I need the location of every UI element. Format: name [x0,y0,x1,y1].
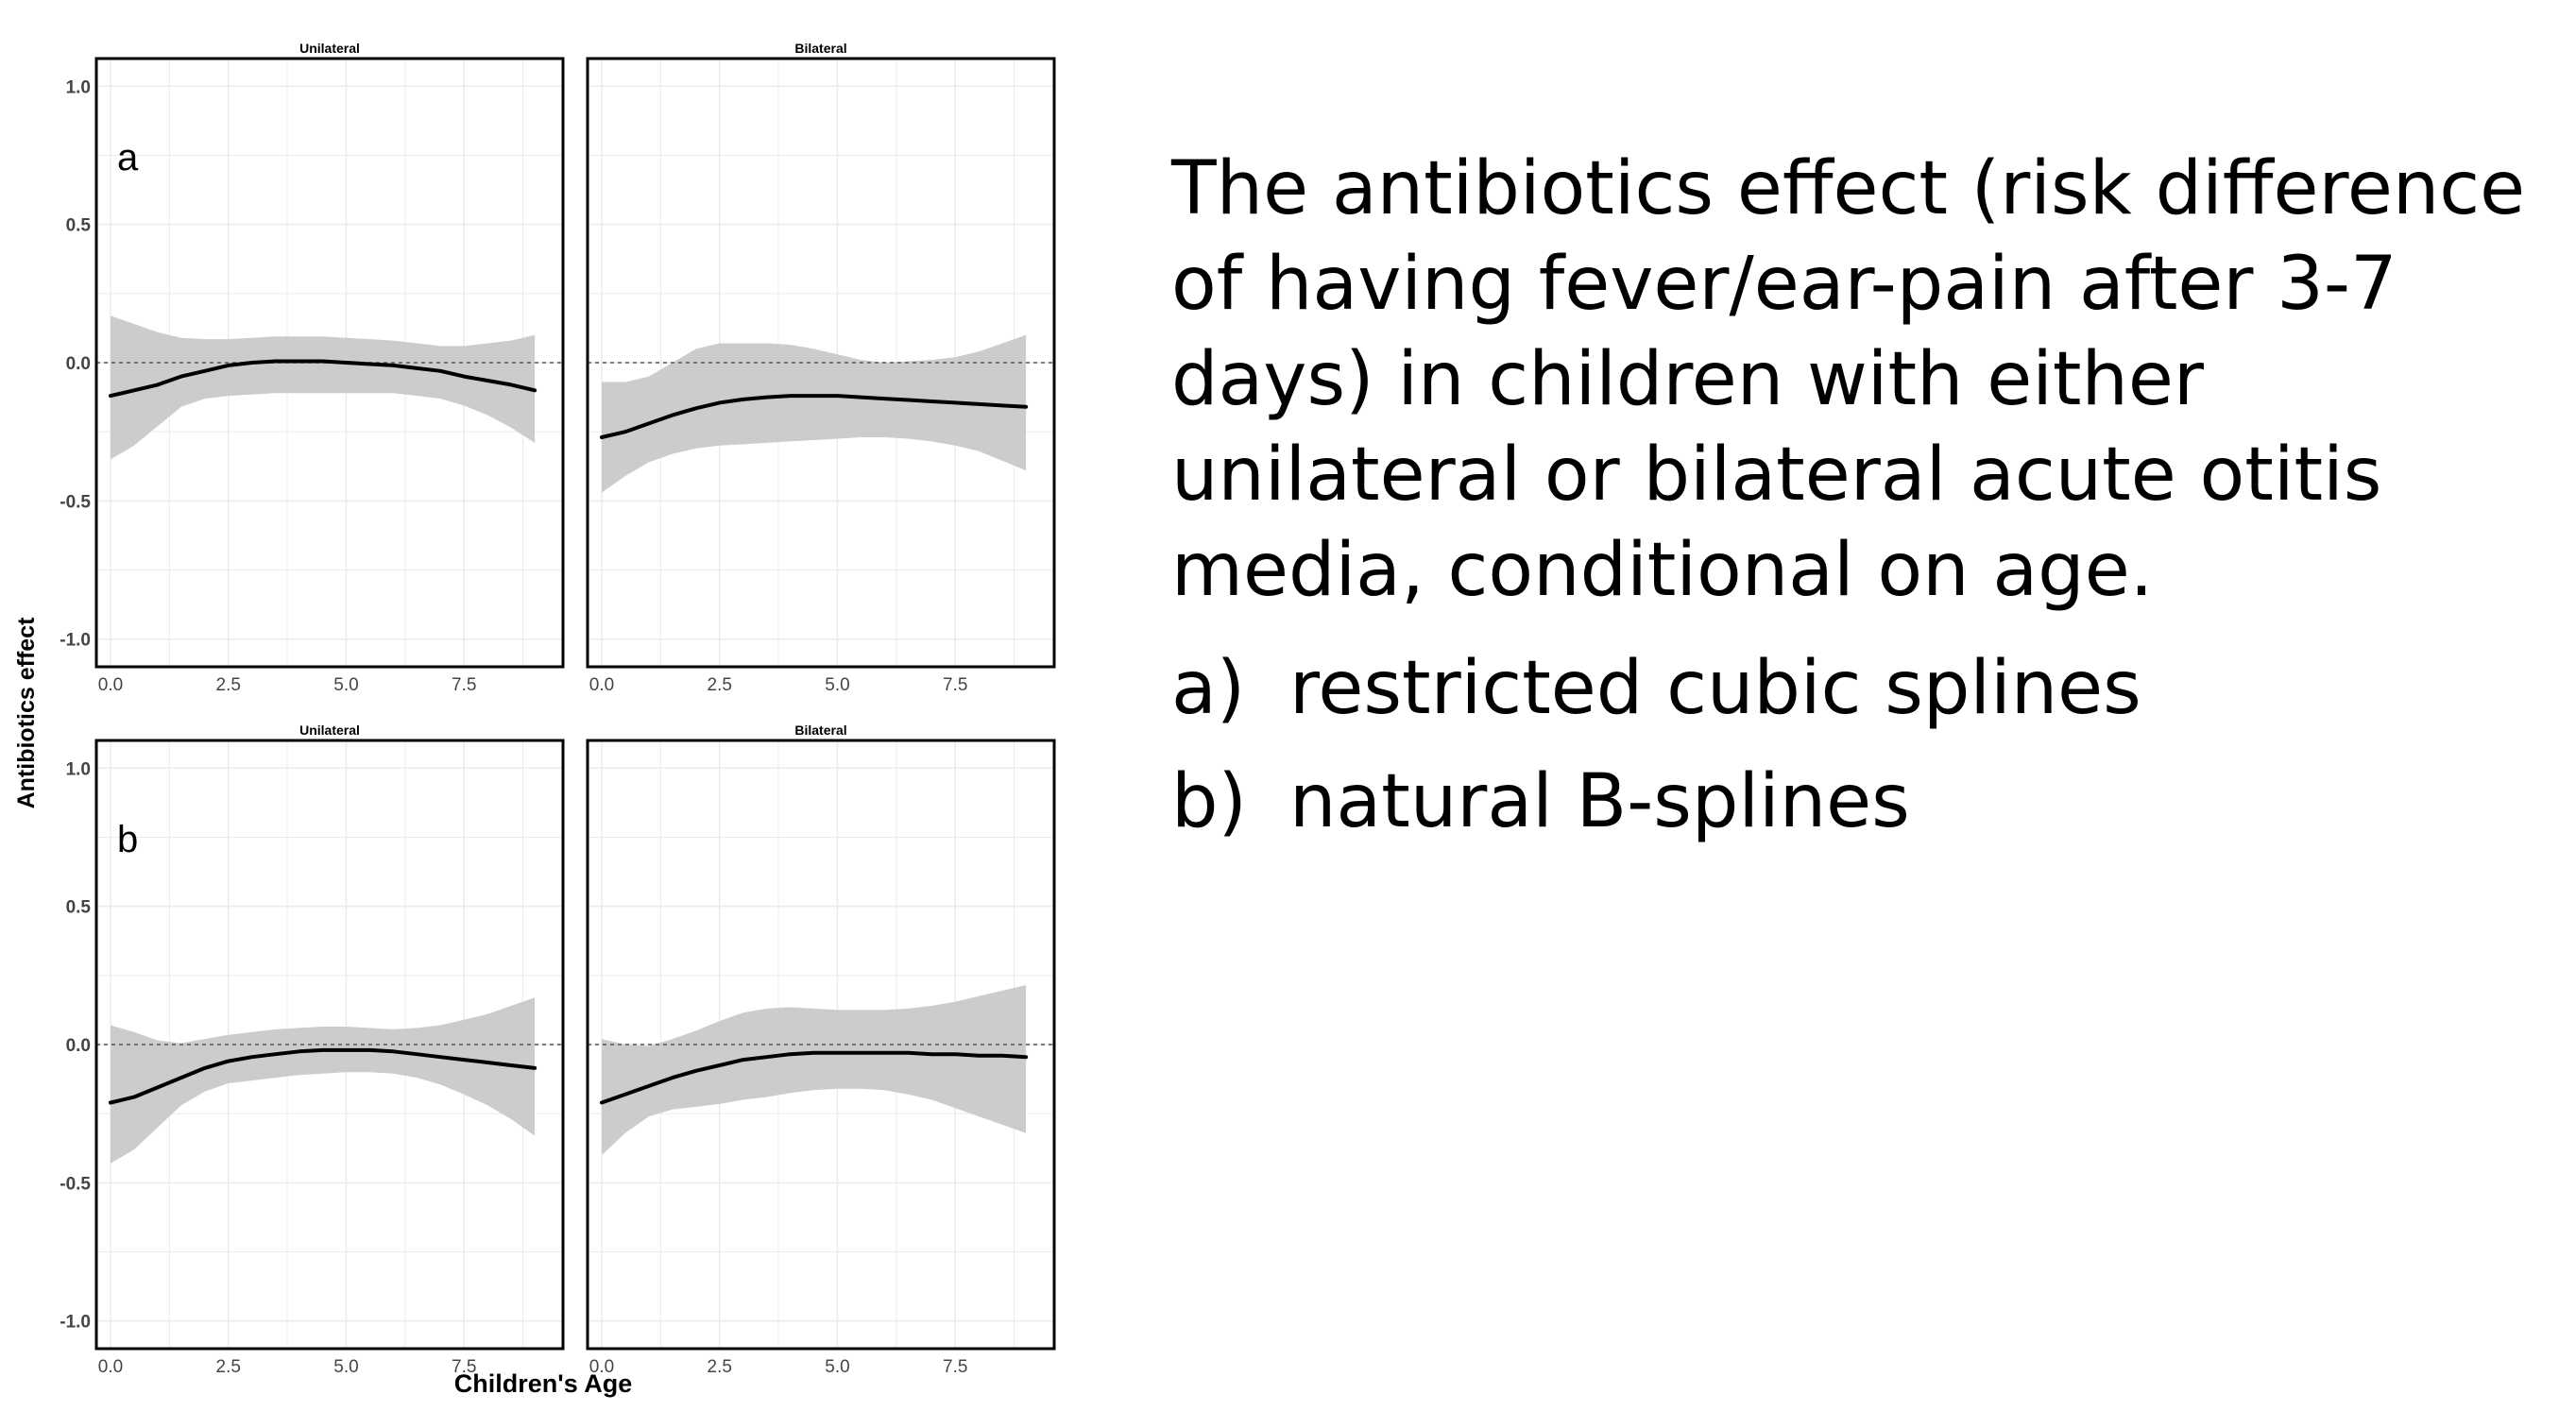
x-tick-label: 7.5 [943,1357,967,1377]
strip-title: Bilateral [794,41,846,56]
caption: The antibiotics effect (risk difference … [1171,142,2550,858]
x-tick-label: 7.5 [452,675,476,695]
y-tick-label: 0.0 [66,354,91,374]
y-tick-label: -1.0 [60,631,91,651]
caption-text: The antibiotics effect (risk difference … [1171,146,2526,613]
x-tick-label: 0.0 [98,675,123,695]
x-tick-label: 0.0 [98,1357,123,1377]
x-tick-label: 2.5 [708,675,732,695]
panel-border [586,57,1056,669]
caption-item-marker: a) [1171,646,1246,731]
panel-border [586,739,1056,1351]
y-tick-label: 1.0 [66,77,91,97]
y-tick-label: -1.0 [60,1313,91,1333]
x-tick-label: 5.0 [333,1357,358,1377]
strip-title: Unilateral [299,41,360,56]
effect-line [109,1047,537,1105]
x-tick-label: 5.0 [333,675,358,695]
x-tick-label: 7.5 [943,675,967,695]
caption-item-b: b) natural B-splines [1171,745,2550,858]
caption-item-marker: b) [1171,759,1247,844]
effect-line [600,1050,1029,1105]
confidence-band [111,315,536,460]
caption-item-a: a) restricted cubic splines [1171,632,2550,745]
panel-border [94,57,565,669]
x-tick-label: 2.5 [708,1357,732,1377]
y-tick-label: 0.5 [66,216,92,236]
panels: Unilateral 0.0 2.5 5.0 7.5 -1.0 -0.5 0.0 0.5 1.0 a… [60,41,1056,1377]
spline-figure: Antibiotics effect Children's Age Unilat… [13,41,1056,1398]
y-tick-label: -0.5 [60,492,91,512]
caption-list: a) restricted cubic splines b) natural B… [1171,632,2550,858]
panel-border [94,739,565,1351]
confidence-band [602,985,1027,1156]
x-tick-label: 2.5 [216,1357,241,1377]
effect-line [600,394,1029,439]
x-axis-label: Children's Age [454,1369,632,1398]
panel-1: Unilateral 0.0 2.5 5.0 7.5 -1.0 -0.5 0.0 0.5 1.0 a [60,41,565,695]
confidence-band [111,997,536,1164]
x-tick-label: 2.5 [216,675,241,695]
x-tick-label: 5.0 [825,675,849,695]
y-tick-label: 0.5 [66,898,92,918]
panel-4: Bilateral 0.0 2.5 5.0 7.5 [586,722,1056,1377]
strip-title: Unilateral [299,722,360,738]
x-tick-label: 7.5 [452,1357,476,1377]
y-tick-label: -0.5 [60,1174,91,1194]
caption-item-text: restricted cubic splines [1289,646,2141,731]
panel-row-label: a [117,137,139,178]
panel-2: Bilateral 0.0 2.5 5.0 7.5 [586,41,1056,695]
effect-line [109,359,537,399]
confidence-band [602,334,1027,493]
x-tick-label: 0.0 [589,675,614,695]
caption-item-text: natural B-splines [1289,759,1910,844]
y-tick-label: 1.0 [66,759,91,779]
y-axis-label: Antibiotics effect [13,617,40,808]
strip-title: Bilateral [794,722,846,738]
panel-row-label: b [117,819,138,860]
x-tick-label: 5.0 [825,1357,849,1377]
y-tick-label: 0.0 [66,1036,91,1056]
panel-3: Unilateral 0.0 2.5 5.0 7.5 -1.0 -0.5 0.0 0.5 1.0 b [60,722,565,1377]
x-tick-label: 0.0 [589,1357,614,1377]
